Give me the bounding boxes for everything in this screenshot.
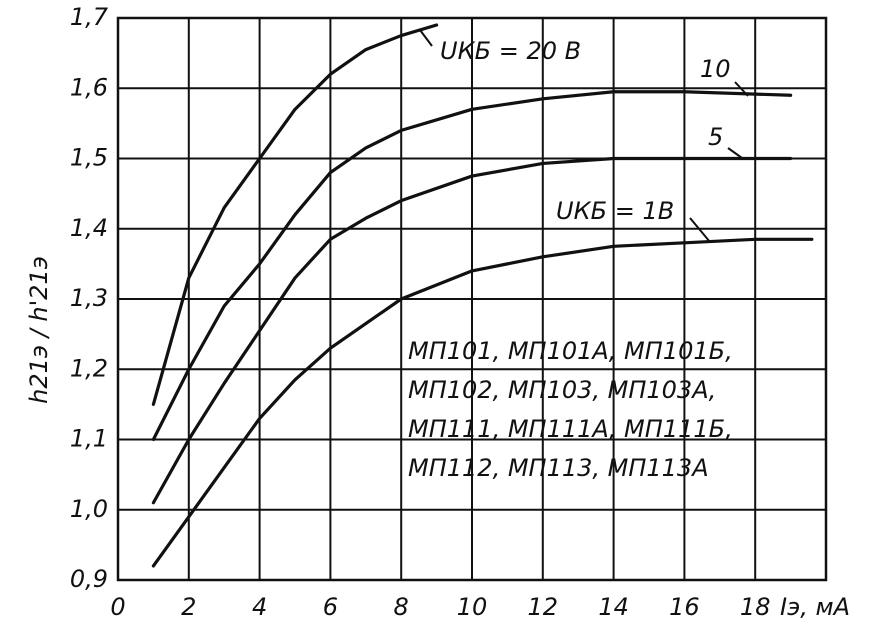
y-tick-label: 1,1 [70, 425, 108, 453]
x-tick-label: 0 [110, 593, 125, 621]
x-tick-label: 8 [394, 593, 409, 621]
leader [689, 217, 711, 243]
x-tick-label: 6 [323, 593, 338, 621]
data-line [151, 237, 814, 568]
y-tick-label: 1,0 [70, 495, 108, 523]
curve-label: UКБ = 20 В [440, 37, 581, 65]
annotation: МП101, МП101А, МП101Б, [408, 337, 733, 365]
data-line [151, 23, 439, 406]
y-tick-label: 1,6 [70, 73, 108, 101]
y-tick-label: 0,9 [70, 565, 108, 593]
x-tick-label: 14 [598, 593, 629, 621]
leader [419, 29, 433, 47]
data-line [151, 90, 793, 442]
curve-label: 10 [700, 55, 731, 83]
x-tick-label: 4 [252, 593, 267, 621]
leader [727, 147, 743, 159]
x-axis-label: Iэ, мА [780, 593, 850, 621]
x-tick-label: 2 [181, 593, 196, 621]
x-tick-label: 18 [740, 593, 771, 621]
y-tick-label: 1,3 [70, 284, 108, 312]
y-tick-label: 1,5 [70, 144, 108, 172]
x-tick-label: 10 [457, 593, 488, 621]
y-tick-label: 1,2 [70, 354, 108, 382]
x-tick-label: 16 [669, 593, 700, 621]
y-tick-label: 1,4 [70, 214, 108, 242]
y-axis-label: h21э / h'21э [25, 256, 53, 404]
data-line [151, 156, 793, 505]
annotation: МП111, МП111А, МП111Б, [408, 415, 733, 443]
curve-label: 5 [708, 123, 723, 151]
annotation: МП112, МП113, МП113А [408, 454, 709, 482]
curve-label: UКБ = 1В [556, 197, 674, 225]
x-tick-label: 12 [528, 593, 559, 621]
y-tick-label: 1,7 [70, 3, 109, 31]
annotation: МП102, МП103, МП103А, [408, 376, 716, 404]
